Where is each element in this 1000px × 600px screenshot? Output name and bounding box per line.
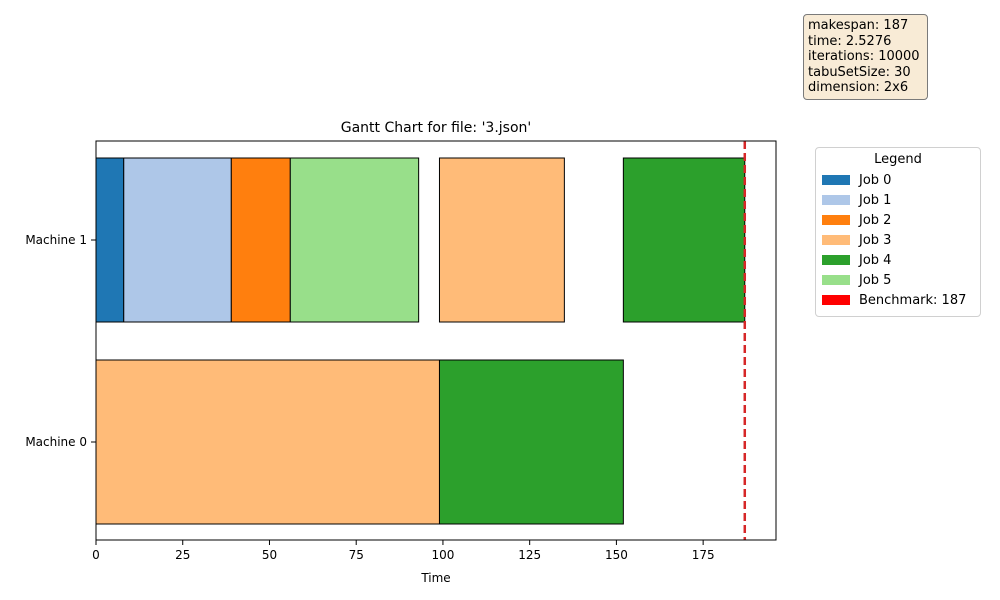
legend: Legend Job 0 Job 1 Job 2 Job 3 Job 4 Job 5 Ben… <box>815 147 981 317</box>
legend-label: Job 2 <box>859 212 892 228</box>
gantt-bar <box>438 157 565 323</box>
x-axis-label: Time <box>420 571 450 585</box>
x-tick-label: 125 <box>518 548 541 562</box>
gantt-bar <box>123 157 232 323</box>
gantt-bar <box>622 157 746 323</box>
legend-swatch <box>822 275 850 285</box>
gantt-bar <box>95 157 125 323</box>
legend-entry: Job 5 <box>822 270 974 290</box>
stats-box: makespan: 187 time: 2.5276 iterations: 100… <box>803 14 928 100</box>
legend-title: Legend <box>874 152 922 167</box>
x-tick-label: 25 <box>175 548 190 562</box>
stats-line: tabuSetSize: 30 <box>808 64 911 80</box>
legend-label: Job 5 <box>859 272 892 288</box>
chart-title: Gantt Chart for file: '3.json' <box>341 120 532 136</box>
legend-swatch <box>822 195 850 205</box>
legend-label: Job 3 <box>859 232 892 248</box>
legend-entry: Job 4 <box>822 250 974 270</box>
legend-entry: Job 1 <box>822 190 974 210</box>
y-tick-label: Machine 1 <box>25 233 87 247</box>
x-tick-label: 150 <box>605 548 628 562</box>
legend-label: Job 4 <box>859 252 892 268</box>
legend-entry: Job 2 <box>822 210 974 230</box>
x-tick-label: 100 <box>431 548 454 562</box>
legend-entry: Job 3 <box>822 230 974 250</box>
legend-entry: Job 0 <box>822 170 974 190</box>
gantt-bar <box>95 359 440 525</box>
stats-line: makespan: 187 <box>808 18 909 33</box>
gantt-bar <box>230 157 291 323</box>
stats-line: dimension: 2x6 <box>808 80 909 95</box>
x-tick-label: 50 <box>262 548 277 562</box>
legend-swatch <box>822 235 850 245</box>
legend-swatch <box>822 175 850 185</box>
legend-entry: Benchmark: 187 <box>822 290 974 310</box>
x-tick-label: 0 <box>92 548 100 562</box>
legend-label: Job 0 <box>859 172 892 188</box>
legend-swatch <box>822 295 850 305</box>
legend-swatch <box>822 255 850 265</box>
plot-frame <box>95 140 777 541</box>
x-tick-label: 175 <box>692 548 715 562</box>
y-tick-label: Machine 0 <box>25 435 87 449</box>
gantt-bar <box>289 157 420 323</box>
legend-label: Benchmark: 187 <box>859 292 967 308</box>
x-tick-label: 75 <box>349 548 364 562</box>
gantt-bar <box>438 359 624 525</box>
legend-label: Job 1 <box>859 192 892 208</box>
legend-swatch <box>822 215 850 225</box>
stats-line: iterations: 10000 <box>808 49 920 64</box>
stats-line: time: 2.5276 <box>808 33 892 49</box>
